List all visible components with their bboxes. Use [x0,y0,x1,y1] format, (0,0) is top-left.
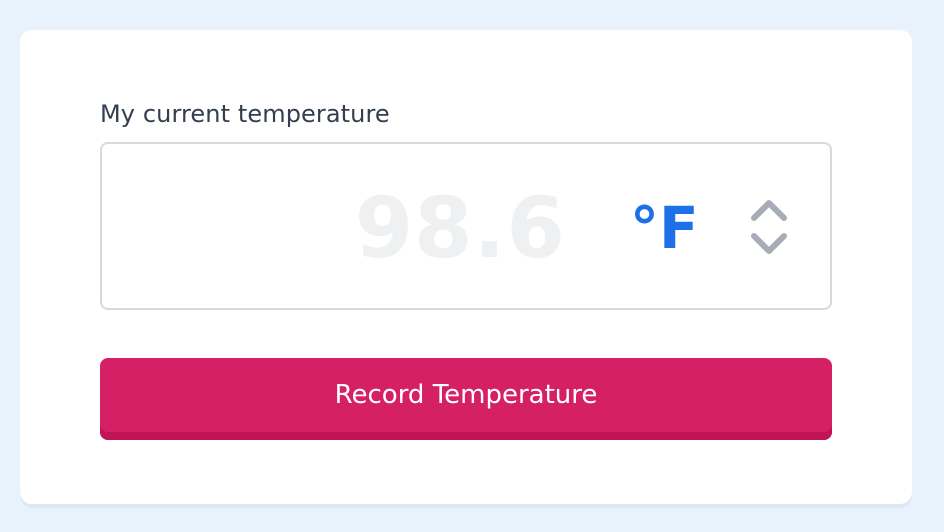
temperature-stepper[interactable] [748,192,790,262]
chevron-down-icon[interactable] [748,230,790,260]
chevron-up-icon[interactable] [748,194,790,224]
temperature-field-label: My current temperature [100,98,390,130]
temperature-value[interactable]: 98.6 [355,178,566,278]
temperature-input[interactable]: 98.6 °F [100,142,832,310]
record-temperature-button[interactable]: Record Temperature [100,358,832,440]
temperature-card: My current temperature 98.6 °F Record Te… [20,30,912,504]
unit-label: °F [630,192,699,264]
